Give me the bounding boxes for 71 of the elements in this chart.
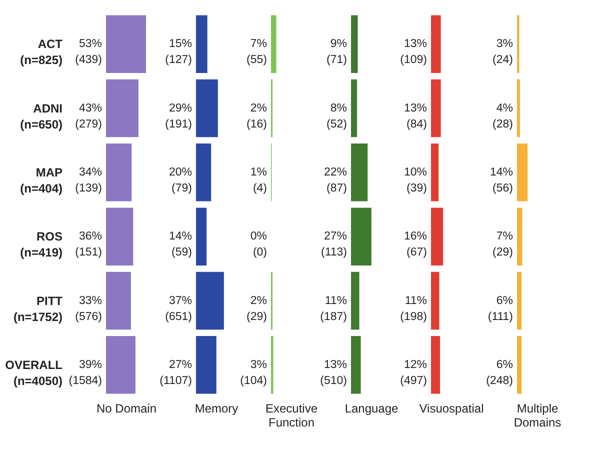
data-label: 14% (56) xyxy=(490,166,514,194)
x-axis-title: No Domain xyxy=(96,402,157,416)
bar xyxy=(351,144,368,202)
data-label: 4% (28) xyxy=(492,102,514,130)
data-label: 22% (87) xyxy=(324,166,348,194)
data-label: 13% (510) xyxy=(320,358,348,387)
x-axis-title: Language xyxy=(344,402,399,416)
bar xyxy=(106,15,146,73)
data-label: 13% (109) xyxy=(400,38,428,66)
bar xyxy=(196,208,207,266)
data-label: 39% (1584) xyxy=(68,358,102,387)
data-label: 6% (111) xyxy=(488,294,514,323)
data-label: 29% (191) xyxy=(165,102,192,130)
data-label: 11% (187) xyxy=(320,294,348,323)
data-label: 14% (59) xyxy=(168,230,192,259)
bar xyxy=(106,208,134,266)
bar xyxy=(517,144,528,202)
bar xyxy=(517,208,522,266)
data-label: 10% (39) xyxy=(404,166,428,194)
data-label: 1% (4) xyxy=(250,166,268,194)
bar xyxy=(196,336,216,394)
bar xyxy=(106,79,138,138)
data-label: 27% (113) xyxy=(321,230,348,259)
bar xyxy=(106,336,136,394)
data-label: 36% (151) xyxy=(75,230,102,259)
data-label: 8% (52) xyxy=(326,102,348,130)
bar xyxy=(351,15,358,73)
x-axis-title: Multiple Domains xyxy=(514,402,562,430)
bar xyxy=(196,272,224,330)
bar xyxy=(517,272,522,330)
data-label: 3% (104) xyxy=(240,358,268,387)
y-tick-label: OVERALL (n=4050) xyxy=(5,358,62,388)
x-axis-title: Executive Function xyxy=(265,402,318,430)
bar xyxy=(351,79,358,138)
data-label: 53% (439) xyxy=(75,38,102,66)
data-label: 37% (651) xyxy=(165,294,192,323)
y-tick-label: MAP (n=404) xyxy=(20,165,62,196)
data-label: 33% (576) xyxy=(75,294,102,323)
y-tick-label: ACT (n=825) xyxy=(20,37,64,68)
data-label: 13% (84) xyxy=(404,102,428,130)
x-axis-title: Visuospatial xyxy=(419,402,484,416)
data-label: 11% (198) xyxy=(400,294,428,323)
data-label: 6% (248) xyxy=(486,358,514,387)
data-label: 34% (139) xyxy=(75,166,102,194)
data-label: 27% (1107) xyxy=(160,358,192,387)
data-label: 12% (497) xyxy=(400,358,428,387)
bar xyxy=(196,144,212,202)
y-tick-label: ROS (n=419) xyxy=(20,230,62,260)
data-label: 43% (279) xyxy=(75,102,102,130)
data-label: 16% (67) xyxy=(404,230,428,259)
data-label: 7% (29) xyxy=(492,230,514,259)
data-label: 15% (127) xyxy=(165,38,192,66)
bar xyxy=(351,336,361,394)
bar xyxy=(351,208,372,266)
bar xyxy=(106,144,132,202)
data-label: 2% (16) xyxy=(246,102,268,130)
bar xyxy=(517,336,522,394)
data-label: 3% (24) xyxy=(492,38,514,66)
bar xyxy=(517,79,520,138)
bar xyxy=(351,272,360,330)
data-label: 2% (29) xyxy=(246,294,268,323)
bar xyxy=(196,79,218,138)
x-axis-title: Memory xyxy=(194,402,238,416)
y-tick-label: PITT (n=1752) xyxy=(13,294,64,324)
bar xyxy=(196,15,208,73)
bar xyxy=(106,272,131,330)
data-label: 7% (55) xyxy=(246,38,268,66)
y-tick-label: ADNI (n=650) xyxy=(20,101,62,132)
data-label: 20% (79) xyxy=(168,166,192,194)
data-label: 9% (71) xyxy=(326,38,348,66)
data-label: 0% (0) xyxy=(250,230,268,259)
